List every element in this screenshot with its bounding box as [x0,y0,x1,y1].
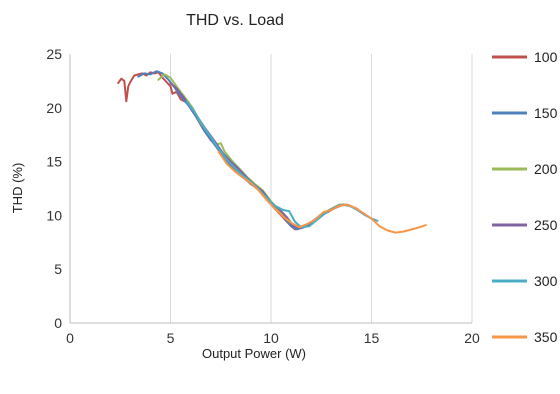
legend-label-300: 300 [534,273,558,289]
legend-label-150: 150 [534,105,558,121]
series-line-200 [157,73,349,229]
grid-lines [170,54,473,323]
series-line-100 [117,71,345,231]
y-tick-label: 15 [46,154,62,170]
series-lines [117,70,427,234]
x-tick-label: 20 [464,330,480,346]
x-tick-label: 0 [66,330,74,346]
y-tick-label: 10 [46,207,62,223]
series-line-350 [217,150,427,234]
legend-label-250: 250 [534,217,558,233]
legend: 100 150 200 250 300 350 [492,49,558,345]
series-line-150 [137,70,347,231]
legend-label-200: 200 [534,161,558,177]
chart-title: THD vs. Load [186,12,284,29]
y-axis-title: THD (%) [10,163,25,214]
x-tick-label: 15 [364,330,380,346]
series-line-250 [169,82,359,230]
x-tick-label: 10 [263,330,279,346]
legend-label-350: 350 [534,329,558,345]
y-tick-label: 0 [54,315,62,331]
axes: 0 5 10 15 20 0 5 10 15 20 25 [46,46,480,346]
y-tick-label: 25 [46,46,62,62]
x-tick-label: 5 [167,330,175,346]
y-tick-label: 20 [46,100,62,116]
series-line-300 [185,100,379,229]
x-axis-title: Output Power (W) [202,346,306,361]
y-tick-label: 5 [54,261,62,277]
legend-label-100: 100 [534,49,558,65]
